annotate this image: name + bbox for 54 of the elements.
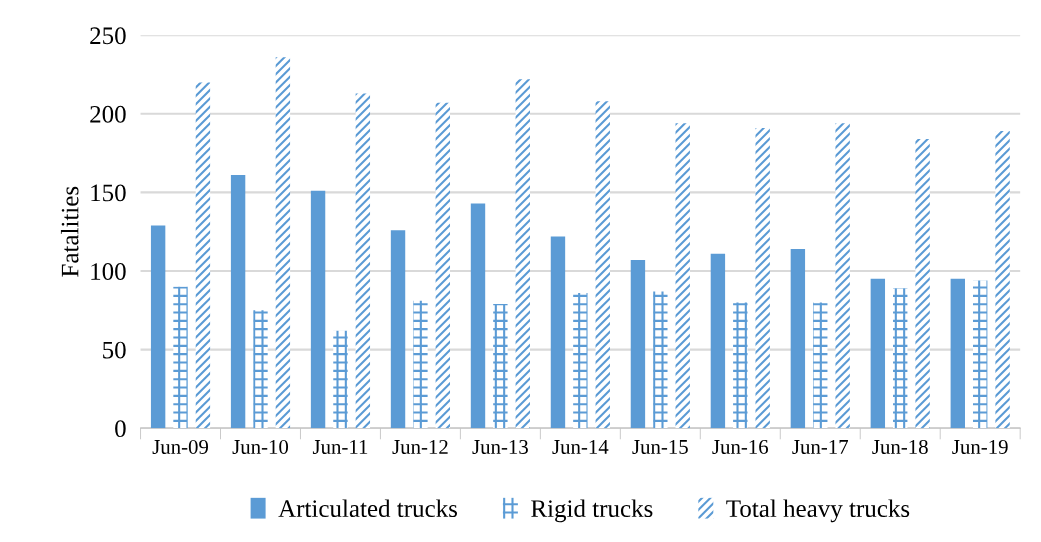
bar bbox=[915, 138, 930, 429]
y-tick-label: 100 bbox=[91, 263, 126, 280]
bar bbox=[230, 175, 246, 429]
x-tick-label: Jun-09 bbox=[152, 439, 209, 454]
bar bbox=[390, 230, 406, 429]
bar bbox=[675, 123, 690, 429]
bar bbox=[310, 190, 326, 429]
bar bbox=[150, 225, 166, 429]
bar bbox=[595, 101, 610, 429]
bar bbox=[710, 253, 726, 429]
bar bbox=[630, 260, 646, 429]
bar bbox=[470, 203, 486, 429]
x-tick-label: Jun-17 bbox=[792, 439, 849, 454]
x-tick-label: Jun-12 bbox=[392, 439, 448, 454]
bar bbox=[870, 278, 886, 429]
y-axis-title: Fatalities bbox=[60, 186, 79, 277]
bar bbox=[413, 300, 428, 429]
bar bbox=[813, 302, 828, 429]
bar bbox=[790, 248, 806, 429]
bar bbox=[355, 93, 371, 429]
bar bbox=[995, 131, 1010, 429]
y-tick-label: 250 bbox=[90, 27, 126, 45]
bar bbox=[253, 310, 268, 429]
bar bbox=[950, 278, 965, 429]
y-tick-label: 200 bbox=[90, 105, 126, 123]
y-tick-label: 50 bbox=[103, 341, 126, 359]
x-tick-label: Jun-14 bbox=[552, 439, 609, 454]
y-tick-label: 150 bbox=[91, 184, 126, 202]
bar bbox=[755, 127, 770, 429]
x-tick-label: Jun-19 bbox=[952, 439, 1008, 454]
bar bbox=[973, 280, 988, 429]
bar bbox=[195, 82, 211, 429]
bar bbox=[435, 102, 451, 429]
bar bbox=[550, 236, 566, 429]
bar bbox=[653, 291, 668, 429]
bar bbox=[333, 330, 348, 429]
bar bbox=[835, 123, 850, 429]
bar bbox=[573, 293, 588, 429]
bar bbox=[515, 79, 530, 429]
x-tick-label: Jun-15 bbox=[632, 439, 688, 454]
x-tick-label: Jun-10 bbox=[232, 439, 289, 454]
x-tick-label: Jun-13 bbox=[472, 439, 528, 454]
bar bbox=[493, 304, 508, 429]
bar bbox=[893, 288, 908, 429]
y-tick-label: 0 bbox=[115, 420, 126, 438]
x-tick-label: Jun-18 bbox=[872, 439, 928, 454]
legend-label: Articulated trucks bbox=[278, 499, 457, 518]
bar bbox=[275, 57, 291, 429]
x-tick-label: Jun-16 bbox=[712, 439, 769, 454]
bar bbox=[733, 302, 748, 429]
bar bbox=[173, 286, 188, 429]
legend-label: Total heavy trucks bbox=[726, 499, 910, 523]
x-tick-label: Jun-11 bbox=[312, 439, 368, 454]
legend-label: Rigid trucks bbox=[531, 499, 653, 523]
